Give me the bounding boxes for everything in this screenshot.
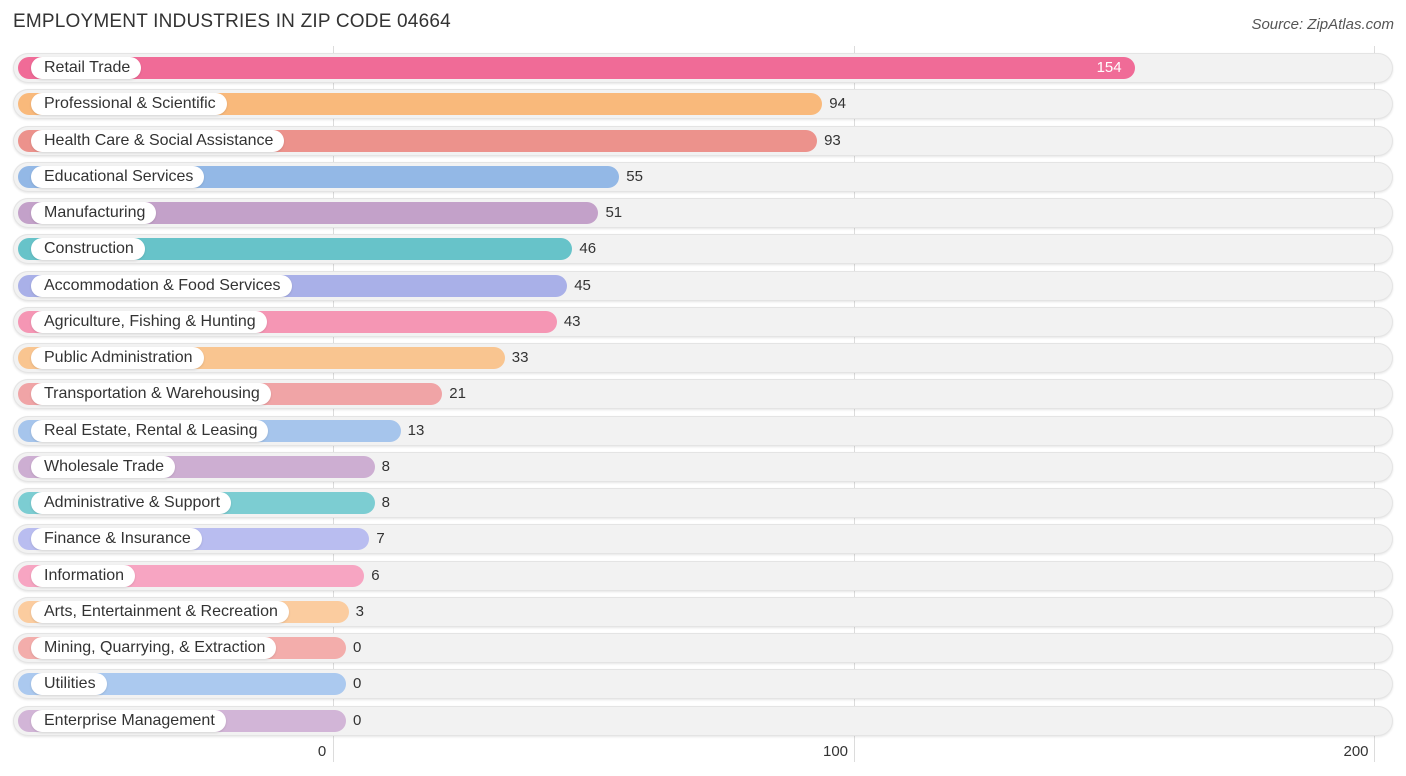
category-label: Arts, Entertainment & Recreation [31, 600, 289, 623]
value-label: 33 [511, 349, 529, 366]
value-label: 13 [407, 421, 425, 439]
category-label: Retail Trade [31, 57, 142, 79]
x-tick-label: 0 [317, 743, 327, 760]
x-tick-label: 200 [1343, 743, 1369, 760]
value-label: 45 [574, 276, 591, 294]
category-label: Finance & Insurance [31, 528, 202, 551]
category-label: Public Administration [31, 347, 204, 369]
category-label: Professional & Scientific [31, 93, 227, 116]
value-label: 21 [449, 385, 466, 403]
category-label: Accommodation & Food Services [31, 274, 292, 297]
value-label: 6 [371, 566, 380, 584]
bar [18, 202, 599, 224]
value-label: 51 [605, 204, 623, 221]
value-label: 43 [563, 312, 581, 330]
value-label: 8 [381, 494, 390, 511]
bar [18, 238, 573, 261]
value-label: 3 [355, 602, 364, 620]
category-label: Educational Services [31, 165, 205, 188]
category-label: Administrative & Support [31, 492, 232, 514]
x-tick-label: 100 [822, 743, 849, 760]
category-label: Real Estate, Rental & Leasing [31, 419, 269, 442]
bar [18, 57, 1135, 79]
category-label: Wholesale Trade [31, 455, 176, 478]
value-label: 94 [829, 95, 846, 113]
value-label: 0 [353, 675, 362, 693]
category-label: Health Care & Social Assistance [31, 129, 285, 152]
value-label: 93 [824, 131, 841, 149]
value-label: 154 [1096, 59, 1122, 76]
category-label: Mining, Quarrying, & Extraction [31, 637, 277, 659]
category-label: Agriculture, Fishing & Hunting [31, 310, 267, 333]
value-label: 8 [381, 457, 390, 475]
category-label: Construction [31, 238, 145, 261]
value-label: 7 [376, 530, 385, 548]
category-label: Utilities [31, 673, 107, 696]
value-label: 55 [626, 167, 643, 185]
value-label: 0 [353, 639, 362, 656]
category-label: Manufacturing [31, 202, 157, 224]
category-label: Transportation & Warehousing [31, 383, 271, 406]
source-label: Source: ZipAtlas.com [1251, 16, 1394, 33]
category-label: Information [31, 564, 136, 587]
chart-title: EMPLOYMENT INDUSTRIES IN ZIP CODE 04664 [13, 11, 451, 32]
value-label: 0 [353, 711, 362, 729]
category-label: Enterprise Management [31, 709, 226, 732]
value-label: 46 [579, 240, 597, 258]
